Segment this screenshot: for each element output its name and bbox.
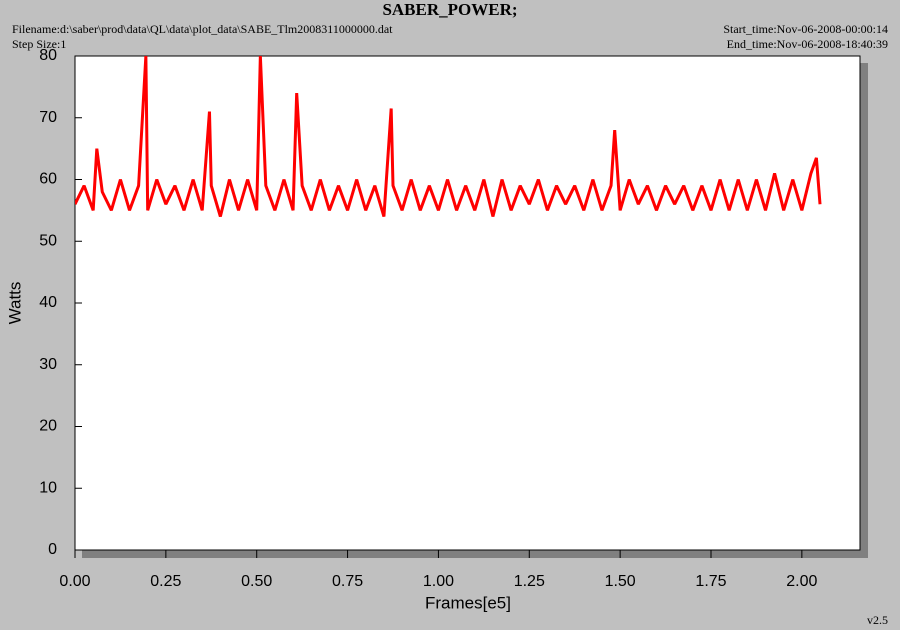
end-time: End_time:Nov-06-2008-18:40:39 [727,37,888,51]
step-size: Step Size:1 [12,37,66,51]
x-tick-label: 0.50 [241,573,272,590]
start-time: Start_time:Nov-06-2008-00:00:14 [723,22,888,36]
y-tick-label: 20 [39,418,57,435]
filename: Filename:d:\saber\prod\data\QL\data\plot… [12,22,393,36]
y-tick-label: 70 [39,109,57,126]
x-tick-label: 0.75 [332,573,363,590]
chart-title: SABER_POWER; [382,0,517,19]
version: v2.5 [867,613,888,627]
y-tick-label: 40 [39,294,57,311]
y-tick-label: 10 [39,479,57,496]
x-tick-label: 1.75 [695,573,726,590]
y-tick-label: 50 [39,232,57,249]
x-tick-label: 2.00 [786,573,817,590]
x-tick-label: 1.50 [605,573,636,590]
data-line [75,56,822,217]
x-tick-label: 0.25 [150,573,181,590]
plot-area [74,55,861,551]
x-axis-label: Frames[e5] [425,593,511,612]
x-tick-label: 1.25 [514,573,545,590]
y-axis-label: Watts [5,282,24,325]
y-tick-label: 60 [39,171,57,188]
y-tick-label: 80 [39,47,57,64]
x-tick-label: 1.00 [423,573,454,590]
y-tick-label: 30 [39,356,57,373]
y-tick-label: 0 [48,541,57,558]
x-tick-label: 0.00 [59,573,90,590]
